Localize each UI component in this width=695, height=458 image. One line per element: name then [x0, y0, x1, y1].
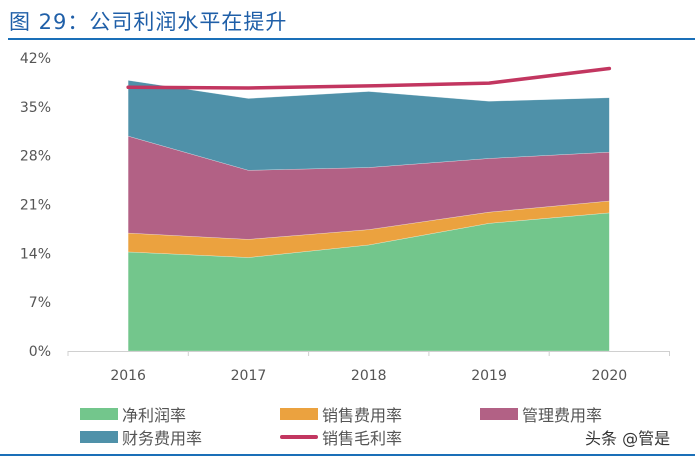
legend-item-gross-margin: 销售毛利率 — [280, 425, 402, 449]
x-tick-label: 2017 — [231, 368, 267, 384]
y-tick-label: 35% — [20, 100, 51, 116]
y-tick-label: 7% — [29, 295, 51, 311]
chart-title: 图 29：公司利润水平在提升 — [9, 10, 288, 34]
legend-label: 净利润率 — [122, 406, 187, 425]
x-tick-label: 2019 — [471, 368, 507, 384]
legend-swatch — [80, 408, 118, 420]
x-tick-label: 2016 — [110, 368, 146, 384]
line-series-gross-margin — [126, 66, 612, 90]
y-tick-label: 28% — [20, 149, 51, 165]
legend-swatch — [280, 408, 318, 420]
area-series-3 — [127, 80, 610, 171]
stacked-area-chart: 0% 7% 14% 21% 28% 35% 42% 2016 2017 2018 2019 2020 — [20, 51, 670, 384]
watermark: 头条 @管是 — [585, 429, 671, 448]
legend-item-finance-expense: 财务费用率 — [80, 425, 202, 449]
legend-label: 销售毛利率 — [322, 429, 403, 448]
x-tick-label: 2020 — [592, 368, 628, 384]
legend-item-net-margin: 净利润率 — [80, 402, 186, 426]
legend-swatch — [280, 435, 318, 439]
y-tick-label: 0% — [29, 344, 51, 360]
legend-label: 财务费用率 — [122, 429, 203, 448]
legend-swatch — [480, 408, 518, 420]
x-tick-label: 2018 — [351, 368, 387, 384]
legend-label: 管理费用率 — [522, 406, 603, 425]
y-tick-label: 21% — [20, 198, 51, 214]
title-underline — [8, 38, 695, 40]
y-tick-label: 14% — [20, 246, 51, 262]
y-tick-label: 42% — [20, 51, 51, 67]
legend-item-sales-expense: 销售费用率 — [280, 402, 402, 426]
bottom-rule — [0, 454, 695, 456]
legend-label: 销售费用率 — [322, 406, 403, 425]
legend-item-admin-expense: 管理费用率 — [480, 402, 602, 426]
legend-swatch — [80, 431, 118, 443]
